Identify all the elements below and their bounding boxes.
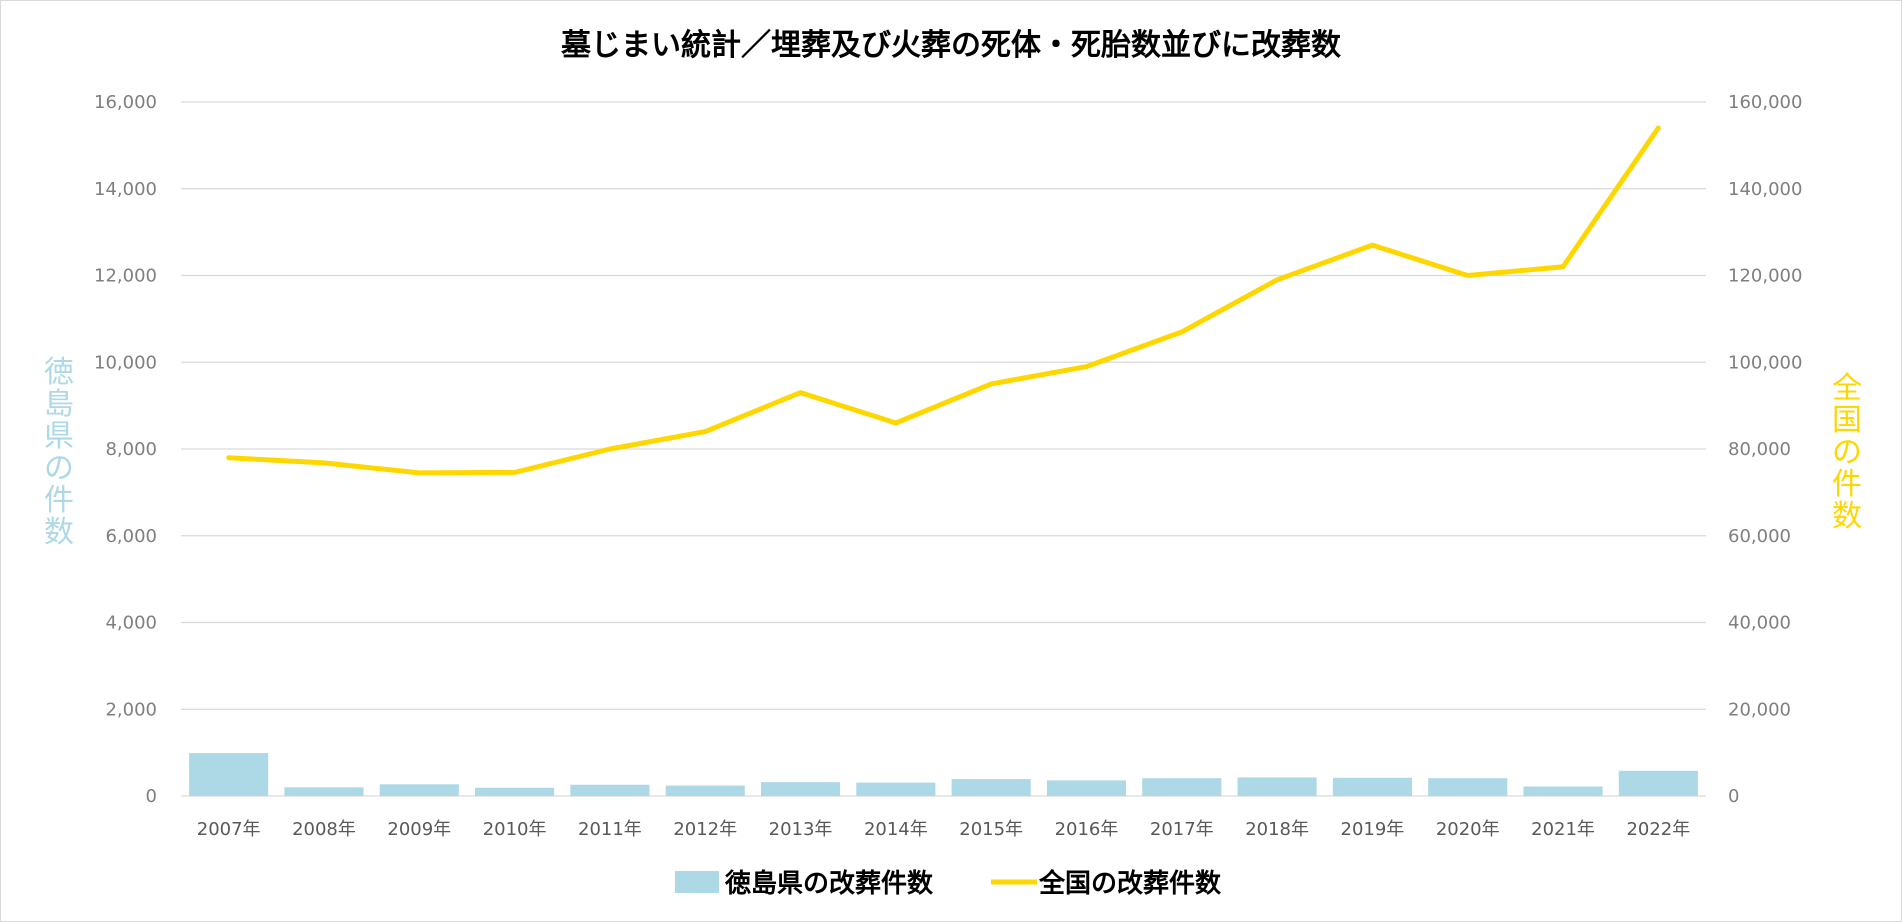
x-tick-label: 2012年 bbox=[673, 819, 737, 840]
right-tick-label: 160,000 bbox=[1728, 92, 1802, 113]
x-tick-label: 2017年 bbox=[1150, 819, 1214, 840]
left-tick-label: 6,000 bbox=[105, 526, 157, 547]
right-tick-label: 0 bbox=[1728, 786, 1739, 807]
x-tick-label: 2011年 bbox=[578, 819, 642, 840]
right-tick-label: 100,000 bbox=[1728, 352, 1802, 373]
left-tick-label: 0 bbox=[146, 786, 157, 807]
x-tick-label: 2010年 bbox=[483, 819, 547, 840]
bar bbox=[570, 784, 650, 796]
bar bbox=[1428, 778, 1508, 796]
right-tick-label: 80,000 bbox=[1728, 439, 1791, 460]
x-tick-label: 2014年 bbox=[864, 819, 928, 840]
left-tick-label: 14,000 bbox=[94, 179, 157, 200]
left-axis-title: 徳島県の件数 bbox=[44, 355, 74, 550]
right-tick-label: 140,000 bbox=[1728, 179, 1802, 200]
left-tick-label: 2,000 bbox=[105, 699, 157, 720]
left-axis-ticks: 0 2,000 4,000 6,000 8,000 10,000 12,000 14,000 1… bbox=[94, 92, 157, 807]
right-tick-label: 120,000 bbox=[1728, 266, 1802, 287]
bar bbox=[1237, 777, 1317, 796]
right-axis-title-text: 全国の件数 bbox=[1832, 371, 1862, 534]
left-tick-label: 4,000 bbox=[105, 613, 157, 634]
left-tick-label: 10,000 bbox=[94, 352, 157, 373]
right-tick-label: 40,000 bbox=[1728, 613, 1791, 634]
left-tick-label: 8,000 bbox=[105, 439, 157, 460]
bar bbox=[284, 787, 364, 796]
legend: 徳島県の改葬件数 全国の改葬件数 bbox=[675, 868, 1222, 899]
chart-title: 墓じまい統計／埋葬及び火葬の死体・死胎数並びに改葬数 bbox=[560, 28, 1342, 63]
legend-line-label: 全国の改葬件数 bbox=[1038, 868, 1222, 899]
bar bbox=[1523, 786, 1603, 796]
bar bbox=[189, 753, 269, 796]
bar bbox=[760, 782, 841, 796]
x-tick-label: 2019年 bbox=[1341, 819, 1405, 840]
bar-series bbox=[189, 753, 1698, 796]
right-tick-label: 60,000 bbox=[1728, 526, 1791, 547]
left-axis-title-text: 徳島県の件数 bbox=[44, 355, 74, 550]
x-tick-label: 2007年 bbox=[197, 819, 261, 840]
legend-bar-swatch bbox=[675, 871, 719, 893]
bar bbox=[1046, 780, 1127, 796]
bar bbox=[1142, 778, 1222, 796]
x-tick-label: 2009年 bbox=[387, 819, 451, 840]
bar bbox=[665, 785, 745, 796]
bar bbox=[475, 787, 555, 796]
x-tick-label: 2022年 bbox=[1626, 819, 1690, 840]
bar bbox=[1618, 770, 1698, 796]
bar bbox=[951, 779, 1031, 796]
x-tick-label: 2015年 bbox=[959, 819, 1023, 840]
x-tick-label: 2018年 bbox=[1245, 819, 1309, 840]
bar bbox=[379, 784, 459, 796]
x-tick-label: 2008年 bbox=[292, 819, 356, 840]
x-tick-label: 2013年 bbox=[769, 819, 833, 840]
series-line bbox=[226, 125, 1661, 476]
bar bbox=[1332, 777, 1412, 796]
x-tick-label: 2021年 bbox=[1531, 819, 1595, 840]
right-axis-ticks: 0 20,000 40,000 60,000 80,000 100,000 120,000 1… bbox=[1728, 92, 1802, 807]
line-series bbox=[226, 125, 1661, 476]
left-tick-label: 16,000 bbox=[94, 92, 157, 113]
x-tick-label: 2016年 bbox=[1055, 819, 1119, 840]
x-tick-label: 2020年 bbox=[1436, 819, 1500, 840]
legend-bar-label: 徳島県の改葬件数 bbox=[724, 868, 934, 899]
grid-lines bbox=[181, 101, 1706, 797]
x-axis-ticks: 2007年 2008年 2009年 2010年 2011年 2012年 2013年 2014年… bbox=[197, 819, 1691, 840]
bar bbox=[856, 782, 936, 796]
right-axis-title: 全国の件数 bbox=[1832, 371, 1862, 534]
right-tick-label: 20,000 bbox=[1728, 699, 1791, 720]
left-tick-label: 12,000 bbox=[94, 266, 157, 287]
